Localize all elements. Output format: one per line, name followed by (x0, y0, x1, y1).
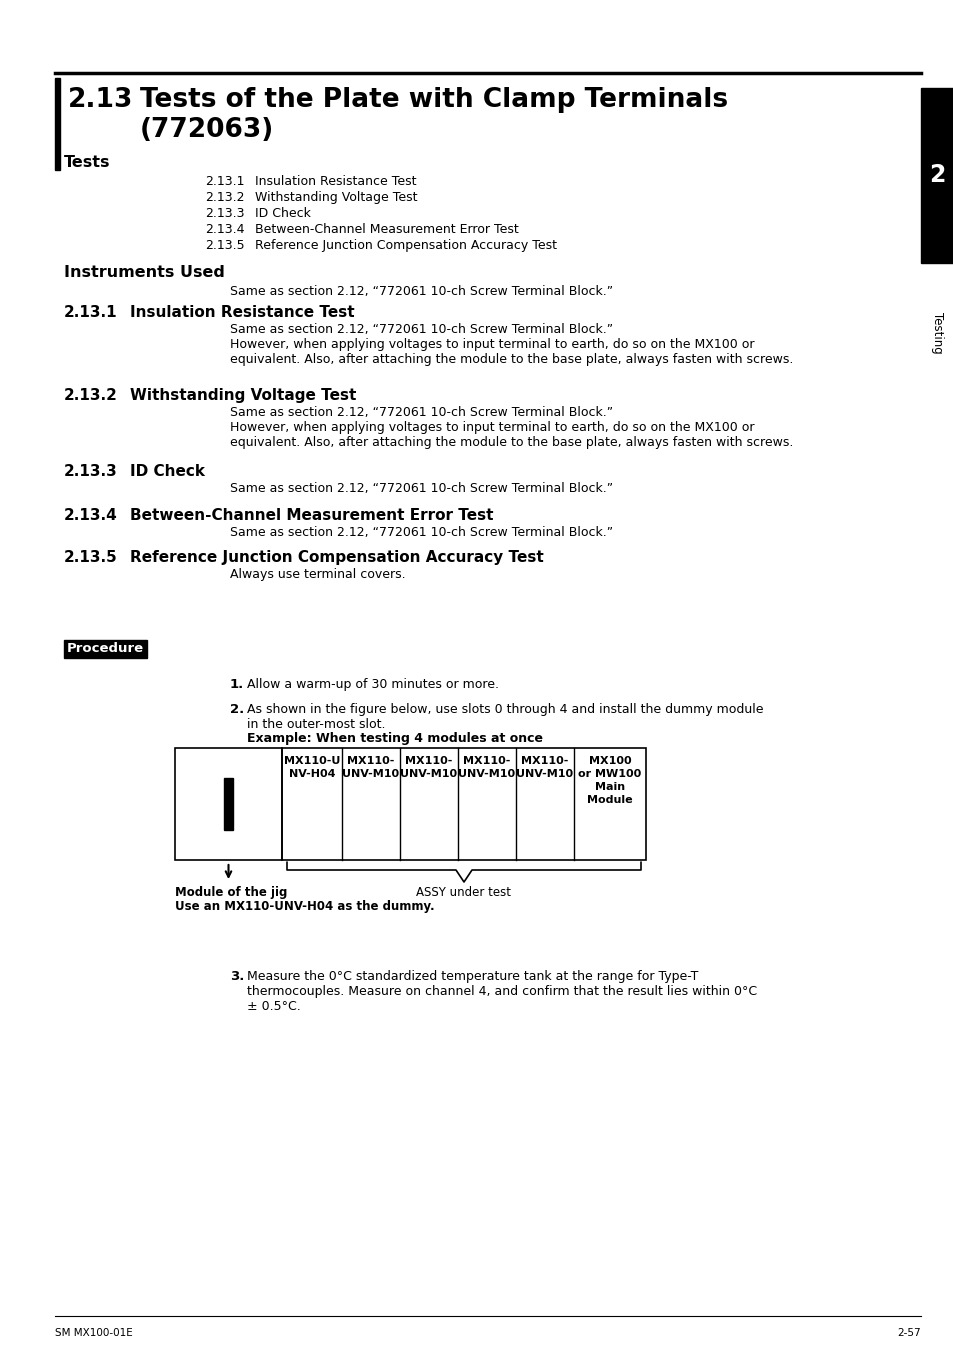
Text: Procedure: Procedure (67, 643, 144, 656)
Text: 2.13.2: 2.13.2 (64, 387, 118, 404)
Text: (772063): (772063) (140, 117, 274, 143)
Bar (174, 748, 282, 860)
Text: Allow a warm-up of 30 minutes or more.: Allow a warm-up of 30 minutes or more. (247, 678, 498, 691)
Text: UNV-M10: UNV-M10 (458, 769, 515, 779)
Text: SM MX100-01E: SM MX100-01E (55, 1328, 132, 1338)
Text: UNV-M10: UNV-M10 (516, 769, 573, 779)
Text: However, when applying voltages to input terminal to earth, do so on the MX100 o: However, when applying voltages to input… (230, 338, 754, 351)
Text: Reference Junction Compensation Accuracy Test: Reference Junction Compensation Accuracy… (130, 549, 543, 566)
Text: 2.13.3: 2.13.3 (64, 464, 117, 479)
Text: Same as section 2.12, “772061 10-ch Screw Terminal Block.”: Same as section 2.12, “772061 10-ch Scre… (230, 406, 613, 418)
Text: However, when applying voltages to input terminal to earth, do so on the MX100 o: However, when applying voltages to input… (230, 421, 754, 433)
Text: 3.: 3. (230, 971, 244, 983)
Text: 2.13.2: 2.13.2 (205, 190, 244, 204)
Text: As shown in the figure below, use slots 0 through 4 and install the dummy module: As shown in the figure below, use slots … (247, 703, 762, 716)
Text: Use an MX110-UNV-H04 as the dummy.: Use an MX110-UNV-H04 as the dummy. (174, 900, 435, 913)
Text: Between-Channel Measurement Error Test: Between-Channel Measurement Error Test (254, 223, 518, 236)
Text: in the outer-most slot.: in the outer-most slot. (247, 718, 385, 730)
Text: or MW100: or MW100 (578, 769, 641, 779)
Bar (920, 88, 953, 263)
Text: Same as section 2.12, “772061 10-ch Screw Terminal Block.”: Same as section 2.12, “772061 10-ch Scre… (230, 482, 613, 495)
Text: Module: Module (587, 795, 632, 805)
Text: equivalent. Also, after attaching the module to the base plate, always fasten wi: equivalent. Also, after attaching the mo… (230, 352, 793, 366)
Text: MX110-U: MX110-U (283, 756, 340, 765)
Text: Same as section 2.12, “772061 10-ch Screw Terminal Block.”: Same as section 2.12, “772061 10-ch Scre… (230, 285, 613, 298)
Text: Instruments Used: Instruments Used (64, 265, 225, 279)
Text: Module of the jig: Module of the jig (174, 886, 287, 899)
Text: 2.13.5: 2.13.5 (205, 239, 244, 252)
Bar (64, 640, 147, 657)
Text: MX110-: MX110- (520, 756, 568, 765)
Text: 2.13.1: 2.13.1 (64, 305, 117, 320)
Text: Tests of the Plate with Clamp Terminals: Tests of the Plate with Clamp Terminals (140, 86, 727, 113)
Text: Insulation Resistance Test: Insulation Resistance Test (254, 176, 416, 188)
Text: Measure the 0°C standardized temperature tank at the range for Type-T: Measure the 0°C standardized temperature… (247, 971, 698, 983)
Text: Same as section 2.12, “772061 10-ch Screw Terminal Block.”: Same as section 2.12, “772061 10-ch Scre… (230, 323, 613, 336)
Text: ± 0.5°C.: ± 0.5°C. (247, 1000, 300, 1012)
Text: 2.13.5: 2.13.5 (64, 549, 117, 566)
Text: NV-H04: NV-H04 (289, 769, 335, 779)
Text: ID Check: ID Check (130, 464, 205, 479)
Text: 1.: 1. (230, 678, 244, 691)
Bar (282, 748, 645, 860)
Text: UNV-M10: UNV-M10 (342, 769, 399, 779)
Text: Withstanding Voltage Test: Withstanding Voltage Test (254, 190, 417, 204)
Text: Reference Junction Compensation Accuracy Test: Reference Junction Compensation Accuracy… (254, 239, 557, 252)
Text: UNV-M10: UNV-M10 (400, 769, 457, 779)
Text: 2.13: 2.13 (68, 86, 133, 113)
Bar (55, 78, 60, 170)
Text: Same as section 2.12, “772061 10-ch Screw Terminal Block.”: Same as section 2.12, “772061 10-ch Scre… (230, 526, 613, 539)
Text: MX110-: MX110- (347, 756, 395, 765)
Text: 2.13.3: 2.13.3 (205, 207, 244, 220)
Text: 2.: 2. (230, 703, 244, 716)
Text: ASSY under test: ASSY under test (416, 886, 511, 899)
Text: 2.13.4: 2.13.4 (205, 223, 244, 236)
Text: Always use terminal covers.: Always use terminal covers. (230, 568, 405, 580)
Text: Main: Main (595, 782, 624, 792)
Text: Withstanding Voltage Test: Withstanding Voltage Test (130, 387, 356, 404)
Text: MX110-: MX110- (463, 756, 510, 765)
Text: 2-57: 2-57 (897, 1328, 920, 1338)
Text: ID Check: ID Check (254, 207, 311, 220)
Text: 2.13.4: 2.13.4 (64, 508, 117, 522)
Text: Example: When testing 4 modules at once: Example: When testing 4 modules at once (247, 732, 542, 745)
Text: Tests: Tests (64, 155, 111, 170)
Text: MX100: MX100 (588, 756, 631, 765)
Bar (224, 778, 233, 830)
Text: Testing: Testing (930, 312, 943, 354)
Text: 2: 2 (928, 163, 944, 188)
Text: thermocouples. Measure on channel 4, and confirm that the result lies within 0°C: thermocouples. Measure on channel 4, and… (247, 986, 757, 998)
Text: Insulation Resistance Test: Insulation Resistance Test (130, 305, 355, 320)
Text: Between-Channel Measurement Error Test: Between-Channel Measurement Error Test (130, 508, 493, 522)
Text: MX110-: MX110- (405, 756, 453, 765)
Text: 2.13.1: 2.13.1 (205, 176, 244, 188)
Text: equivalent. Also, after attaching the module to the base plate, always fasten wi: equivalent. Also, after attaching the mo… (230, 436, 793, 450)
